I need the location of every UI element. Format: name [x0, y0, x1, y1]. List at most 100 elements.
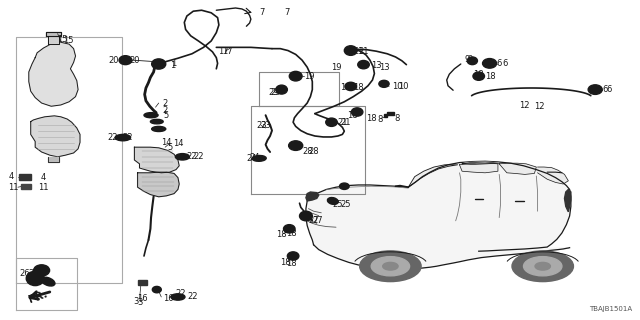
Polygon shape — [460, 163, 498, 173]
Ellipse shape — [328, 197, 338, 204]
Circle shape — [371, 257, 410, 276]
Polygon shape — [134, 147, 179, 173]
Ellipse shape — [276, 85, 287, 94]
Ellipse shape — [171, 294, 185, 300]
Text: 22: 22 — [193, 152, 204, 161]
Text: 26: 26 — [19, 269, 30, 278]
Ellipse shape — [483, 59, 497, 68]
Text: 5: 5 — [163, 111, 168, 120]
Circle shape — [535, 262, 550, 270]
Ellipse shape — [379, 80, 389, 87]
Text: 2: 2 — [163, 106, 168, 115]
Text: 6: 6 — [607, 85, 612, 94]
Circle shape — [383, 262, 398, 270]
Ellipse shape — [344, 46, 357, 55]
Ellipse shape — [152, 126, 166, 132]
Circle shape — [360, 251, 421, 282]
Ellipse shape — [119, 56, 132, 65]
Ellipse shape — [175, 154, 189, 160]
Polygon shape — [306, 192, 319, 201]
Text: 17: 17 — [222, 47, 232, 56]
Text: 3: 3 — [133, 297, 138, 306]
Text: 27: 27 — [312, 216, 323, 225]
Ellipse shape — [345, 82, 356, 91]
Polygon shape — [21, 184, 31, 189]
Ellipse shape — [351, 108, 363, 116]
Text: 16: 16 — [163, 294, 174, 303]
Ellipse shape — [41, 277, 55, 286]
Polygon shape — [384, 112, 394, 117]
Text: 18: 18 — [286, 260, 296, 268]
Text: 13: 13 — [379, 63, 389, 72]
Ellipse shape — [150, 119, 163, 124]
Text: 12: 12 — [534, 102, 545, 111]
Text: 21: 21 — [353, 47, 364, 56]
Text: 20: 20 — [109, 56, 119, 65]
Text: 1: 1 — [172, 60, 177, 68]
Text: 28: 28 — [308, 147, 319, 156]
Ellipse shape — [287, 252, 299, 260]
Text: 21: 21 — [340, 118, 351, 127]
Text: 22: 22 — [188, 292, 198, 301]
Polygon shape — [138, 172, 179, 197]
Text: 12: 12 — [520, 101, 530, 110]
Text: 9: 9 — [465, 55, 470, 64]
Text: 17: 17 — [218, 47, 228, 56]
Text: 11: 11 — [38, 183, 49, 192]
Text: 25: 25 — [340, 200, 351, 209]
Text: 4: 4 — [41, 173, 46, 182]
Text: 11: 11 — [8, 183, 19, 192]
Text: 27: 27 — [308, 216, 319, 225]
Text: 18: 18 — [276, 230, 287, 239]
Text: 18: 18 — [485, 72, 496, 81]
Text: 7: 7 — [284, 8, 289, 17]
Text: 18: 18 — [286, 229, 296, 238]
Ellipse shape — [289, 141, 303, 150]
Ellipse shape — [300, 211, 312, 221]
Text: 25: 25 — [333, 200, 343, 209]
Text: 19: 19 — [331, 63, 341, 72]
Polygon shape — [564, 189, 571, 212]
Text: 4: 4 — [8, 172, 13, 181]
Polygon shape — [48, 157, 59, 162]
Text: 23: 23 — [256, 121, 267, 130]
Text: 22: 22 — [123, 133, 133, 142]
Text: 3: 3 — [137, 298, 142, 307]
Ellipse shape — [115, 134, 131, 141]
Text: 15: 15 — [63, 36, 73, 45]
Text: 19: 19 — [304, 72, 314, 81]
Ellipse shape — [34, 265, 50, 276]
Text: 18: 18 — [280, 258, 291, 267]
Ellipse shape — [252, 156, 266, 161]
Text: 24: 24 — [246, 154, 257, 163]
Text: 2: 2 — [163, 99, 168, 108]
Circle shape — [512, 251, 573, 282]
Ellipse shape — [473, 72, 484, 80]
Ellipse shape — [588, 85, 602, 94]
Text: 6: 6 — [497, 60, 502, 68]
Text: 28: 28 — [302, 147, 313, 156]
Text: 18: 18 — [340, 84, 351, 92]
Polygon shape — [46, 32, 61, 36]
Ellipse shape — [289, 71, 302, 81]
Text: 7: 7 — [259, 8, 264, 17]
Text: 29: 29 — [269, 88, 279, 97]
Text: 26: 26 — [28, 269, 38, 278]
Text: 10: 10 — [398, 82, 408, 91]
Ellipse shape — [340, 183, 349, 189]
Text: 1: 1 — [170, 61, 175, 70]
Text: 13: 13 — [371, 61, 382, 70]
Text: 18: 18 — [474, 70, 484, 79]
Text: 14: 14 — [161, 138, 172, 147]
Text: 20: 20 — [129, 56, 140, 65]
Text: 22: 22 — [187, 152, 197, 161]
Text: 6: 6 — [602, 85, 607, 94]
Text: 21: 21 — [337, 118, 348, 127]
Ellipse shape — [26, 271, 44, 285]
Text: 22: 22 — [108, 133, 118, 142]
Text: 10: 10 — [392, 82, 403, 91]
Polygon shape — [462, 162, 499, 164]
Text: 8: 8 — [378, 115, 383, 124]
Polygon shape — [306, 161, 571, 269]
Circle shape — [524, 257, 562, 276]
